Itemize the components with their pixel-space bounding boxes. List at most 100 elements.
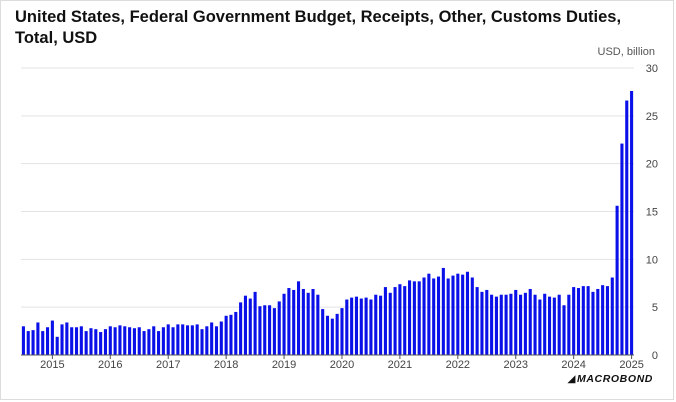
bar (46, 327, 50, 355)
bar (181, 324, 185, 355)
bar (625, 100, 629, 355)
bar (557, 294, 561, 355)
macrobond-logo: ◢MACROBOND (567, 373, 653, 385)
bar (60, 324, 64, 355)
bar (214, 326, 219, 355)
bar (494, 296, 498, 355)
bar (296, 281, 301, 355)
bar (128, 327, 132, 355)
bar (552, 297, 556, 355)
bar (586, 286, 590, 355)
bar (132, 328, 136, 355)
bar (596, 288, 600, 355)
bar (292, 289, 296, 355)
bar (268, 305, 272, 355)
y-axis-unit-label: USD, billion (597, 46, 655, 58)
bar (514, 289, 518, 355)
bar (547, 296, 552, 355)
bar (412, 281, 416, 355)
bar (543, 293, 547, 355)
bar (451, 275, 455, 355)
bar (354, 296, 359, 355)
bar (379, 295, 383, 355)
bar (422, 277, 426, 355)
macrobond-mark-icon: ◢ (567, 373, 577, 385)
bar (408, 280, 412, 355)
bar (31, 330, 35, 355)
bar (576, 288, 581, 355)
bar (446, 278, 450, 355)
bar (321, 309, 325, 355)
bar (369, 299, 373, 355)
bar (620, 143, 624, 355)
bar (224, 315, 228, 355)
x-tick-label: 2023 (504, 359, 528, 371)
bar (185, 325, 190, 355)
bar (161, 327, 165, 355)
bar (243, 295, 247, 355)
bar (364, 297, 368, 355)
bar (398, 284, 402, 355)
bar (581, 286, 585, 355)
bar (615, 205, 619, 355)
bar (470, 277, 474, 355)
bar (84, 331, 88, 355)
bar (601, 285, 605, 355)
bar (272, 308, 276, 355)
bar (456, 273, 460, 355)
bar (610, 277, 614, 355)
bar (374, 294, 378, 355)
bar (490, 294, 494, 355)
bar (142, 331, 146, 355)
y-tick-label: 10 (646, 254, 658, 266)
bar (239, 302, 243, 355)
bar (523, 292, 527, 355)
bar (509, 293, 513, 355)
bar (591, 291, 595, 355)
bar (282, 293, 286, 355)
bar (79, 326, 83, 355)
bar (118, 325, 122, 355)
bar (306, 292, 310, 355)
bar (176, 324, 180, 355)
bar (200, 329, 204, 355)
bar (258, 306, 262, 355)
bar (50, 320, 54, 355)
bar (287, 288, 291, 355)
y-tick-label: 20 (646, 159, 658, 171)
bar (441, 267, 445, 355)
bar (465, 271, 470, 355)
bar (99, 332, 103, 355)
bar (113, 327, 117, 355)
bar (157, 331, 161, 355)
bar (94, 329, 98, 355)
bar (432, 278, 436, 355)
bar (195, 324, 199, 355)
chart-title: United States, Federal Government Budget… (15, 8, 622, 47)
bar (436, 276, 441, 355)
bar (123, 326, 127, 355)
bar (190, 325, 194, 355)
bar (70, 327, 74, 355)
x-tick-label: 2021 (388, 359, 412, 371)
bar (253, 291, 257, 355)
bar (504, 294, 508, 355)
bar (605, 286, 609, 355)
x-tick-label: 2025 (619, 359, 643, 371)
bar (108, 326, 112, 355)
bar (388, 292, 392, 355)
bar (417, 281, 421, 355)
bar (74, 327, 79, 355)
bar (528, 288, 532, 355)
bar (210, 322, 214, 355)
bar (345, 299, 349, 355)
bar (55, 336, 59, 355)
bar (350, 297, 354, 355)
bar (567, 294, 571, 355)
bar (630, 90, 634, 356)
bar (137, 327, 141, 355)
bar (26, 331, 30, 355)
bar (499, 294, 503, 355)
